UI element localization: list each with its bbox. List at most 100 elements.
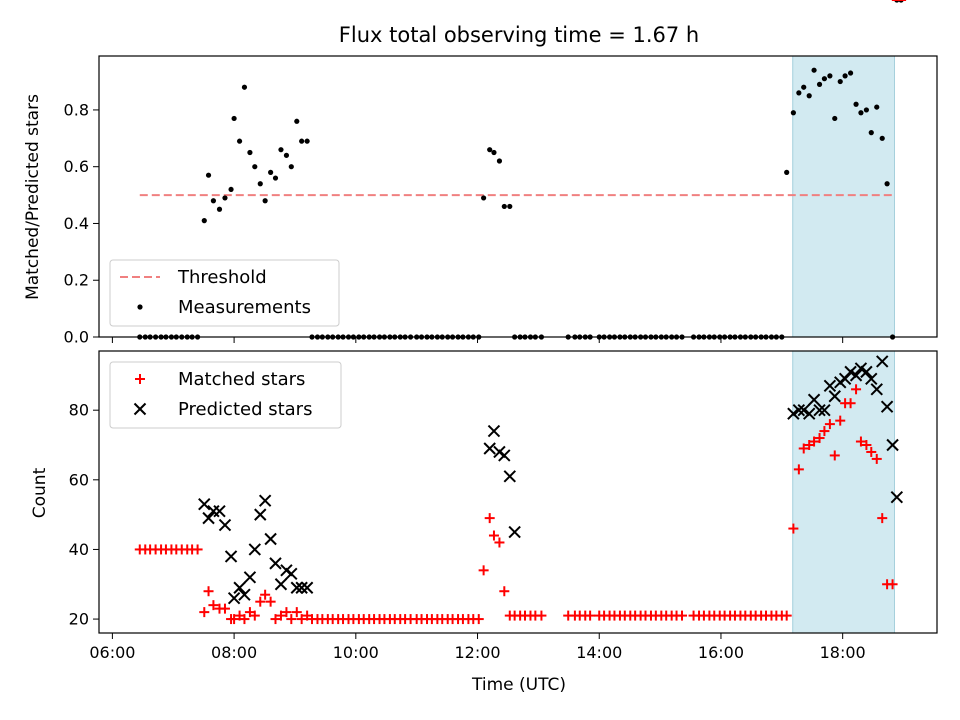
legend-item: Threshold — [120, 267, 267, 288]
data-point — [236, 138, 243, 144]
data-point — [295, 581, 308, 594]
data-point — [478, 565, 489, 576]
data-point — [491, 149, 497, 156]
observing-window-band — [792, 350, 895, 634]
data-point — [677, 610, 688, 621]
data-point — [278, 147, 284, 153]
y-tick-label: 60 — [69, 470, 89, 489]
data-point — [269, 557, 282, 570]
data-point — [268, 169, 274, 175]
data-point — [790, 110, 796, 116]
data-point — [802, 407, 816, 420]
y-tick-label: 0.2 — [64, 271, 89, 290]
data-point — [304, 138, 310, 144]
data-point — [218, 518, 232, 532]
data-point — [503, 470, 516, 483]
top-legend: Threshold Measurements — [109, 259, 340, 327]
data-point — [262, 198, 268, 204]
data-point — [227, 591, 241, 605]
data-point — [283, 152, 290, 158]
legend-label: Matched stars — [178, 369, 305, 390]
axes-frame — [98, 350, 938, 634]
legend-label: Threshold — [177, 267, 267, 288]
data-point — [265, 596, 276, 607]
data-point — [222, 195, 228, 201]
data-point — [281, 607, 292, 618]
bottom-x-axis: 06:00 08:00 10:00 12:00 14:00 16:00 18:00 — [89, 633, 866, 662]
data-point — [858, 110, 864, 116]
y-tick-label: 20 — [69, 610, 89, 629]
data-point — [260, 589, 271, 600]
data-point — [887, 579, 898, 590]
x-tick-label: 06:00 — [89, 643, 135, 662]
data-point — [231, 115, 237, 122]
data-point — [198, 497, 211, 511]
data-point — [847, 70, 854, 76]
data-point — [205, 172, 212, 178]
data-point — [811, 67, 817, 73]
legend-item: Predicted stars — [133, 399, 312, 420]
data-point — [248, 543, 262, 556]
data-point — [275, 610, 286, 621]
data-point — [855, 436, 866, 447]
data-point — [233, 581, 246, 594]
data-point — [807, 393, 821, 406]
data-point — [890, 491, 904, 504]
series-matched-stars — [134, 0, 907, 625]
bottom-plot-area — [792, 350, 895, 634]
data-point — [274, 578, 288, 591]
x-tick-label: 16:00 — [698, 643, 744, 662]
data-point — [837, 78, 843, 85]
chart-title: Flux total observing time = 1.67 h — [339, 23, 699, 47]
x-tick-label: 12:00 — [454, 643, 500, 662]
data-point — [229, 614, 240, 625]
data-point — [871, 453, 882, 464]
legend-item: Measurements — [137, 297, 311, 318]
data-point — [488, 530, 499, 541]
bottom-plot-data — [134, 0, 907, 625]
data-point — [216, 206, 223, 212]
data-point — [813, 403, 826, 417]
bottom-y-axis-label: Count — [30, 467, 50, 518]
data-point — [203, 586, 214, 597]
x-tick-label: 10:00 — [333, 643, 379, 662]
data-point — [536, 610, 547, 621]
data-point — [806, 93, 812, 99]
data-point — [487, 424, 501, 438]
data-point — [877, 513, 888, 524]
x-axis-label: Time (UTC) — [471, 675, 566, 695]
data-point — [838, 372, 852, 386]
data-point — [818, 403, 831, 417]
data-point — [793, 464, 804, 475]
data-point — [241, 84, 248, 90]
data-point — [860, 365, 873, 379]
data-point — [585, 610, 596, 621]
top-y-axis: 0.0 0.2 0.4 0.6 0.8 — [64, 100, 844, 347]
legend-item: Matched stars — [135, 369, 305, 390]
data-point — [249, 610, 260, 621]
data-point — [288, 164, 294, 170]
data-point — [228, 186, 234, 193]
data-point — [797, 403, 810, 417]
data-point — [252, 164, 258, 170]
y-tick-label: 80 — [69, 401, 89, 420]
data-point — [291, 607, 302, 618]
data-point — [487, 147, 493, 153]
data-point — [296, 614, 307, 625]
data-point — [845, 398, 856, 409]
top-y-axis-label: Matched/Predicted stars — [23, 94, 43, 300]
data-point — [270, 614, 281, 625]
data-point — [483, 442, 496, 455]
observing-window-band — [792, 55, 895, 338]
data-point — [796, 90, 802, 96]
data-point — [788, 523, 799, 534]
legend-box — [109, 361, 342, 429]
data-point — [874, 104, 880, 110]
data-point — [257, 181, 263, 187]
x-tick-label: 08:00 — [211, 643, 257, 662]
legend-box — [109, 259, 340, 327]
bottom-plot-frame — [98, 350, 938, 634]
top-plot-area — [792, 55, 895, 338]
data-point — [880, 400, 894, 413]
data-point — [201, 218, 207, 224]
